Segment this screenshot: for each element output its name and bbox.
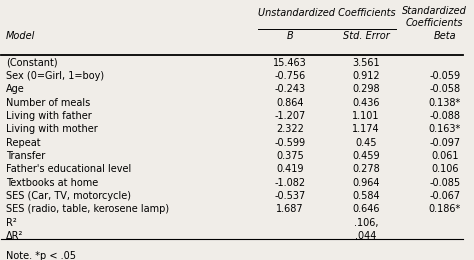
Text: -0.537: -0.537 — [274, 191, 306, 201]
Text: 0.912: 0.912 — [352, 71, 380, 81]
Text: 0.138*: 0.138* — [428, 98, 461, 108]
Text: .106,: .106, — [354, 218, 378, 228]
Text: Textbooks at home: Textbooks at home — [6, 178, 98, 188]
Text: .044: .044 — [356, 231, 377, 241]
Text: 0.375: 0.375 — [276, 151, 304, 161]
Text: -1.082: -1.082 — [274, 178, 306, 188]
Text: -1.207: -1.207 — [274, 111, 306, 121]
Text: 0.964: 0.964 — [352, 178, 380, 188]
Text: -0.243: -0.243 — [274, 84, 306, 94]
Text: 0.436: 0.436 — [352, 98, 380, 108]
Text: (Constant): (Constant) — [6, 58, 58, 68]
Text: -0.067: -0.067 — [429, 191, 460, 201]
Text: Unstandardized Coefficients: Unstandardized Coefficients — [258, 8, 396, 18]
Text: Standardized
Coefficients: Standardized Coefficients — [402, 6, 467, 28]
Text: Living with father: Living with father — [6, 111, 92, 121]
Text: SES (Car, TV, motorcycle): SES (Car, TV, motorcycle) — [6, 191, 131, 201]
Text: 2.322: 2.322 — [276, 124, 304, 134]
Text: 0.419: 0.419 — [276, 164, 304, 174]
Text: Age: Age — [6, 84, 25, 94]
Text: Std. Error: Std. Error — [343, 31, 390, 41]
Text: 0.864: 0.864 — [276, 98, 304, 108]
Text: 0.186*: 0.186* — [428, 204, 461, 214]
Text: -0.599: -0.599 — [274, 138, 306, 148]
Text: 0.646: 0.646 — [352, 204, 380, 214]
Text: Note. *p < .05: Note. *p < .05 — [6, 251, 76, 260]
Text: 0.061: 0.061 — [431, 151, 458, 161]
Text: Father's educational level: Father's educational level — [6, 164, 131, 174]
Text: Sex (0=Girl, 1=boy): Sex (0=Girl, 1=boy) — [6, 71, 104, 81]
Text: Number of meals: Number of meals — [6, 98, 90, 108]
Text: -0.088: -0.088 — [429, 111, 460, 121]
Text: ΔR²: ΔR² — [6, 231, 23, 241]
Text: Repeat: Repeat — [6, 138, 41, 148]
Text: Beta: Beta — [433, 31, 456, 41]
Text: 0.106: 0.106 — [431, 164, 458, 174]
Text: 3.561: 3.561 — [352, 58, 380, 68]
Text: 0.45: 0.45 — [356, 138, 377, 148]
Text: 1.101: 1.101 — [352, 111, 380, 121]
Text: -0.058: -0.058 — [429, 84, 460, 94]
Text: -0.756: -0.756 — [274, 71, 306, 81]
Text: R²: R² — [6, 218, 17, 228]
Text: Model: Model — [6, 31, 36, 41]
Text: B: B — [287, 31, 293, 41]
Text: 1.174: 1.174 — [352, 124, 380, 134]
Text: -0.085: -0.085 — [429, 178, 460, 188]
Text: -0.059: -0.059 — [429, 71, 460, 81]
Text: 0.163*: 0.163* — [428, 124, 461, 134]
Text: 0.278: 0.278 — [352, 164, 380, 174]
Text: SES (radio, table, kerosene lamp): SES (radio, table, kerosene lamp) — [6, 204, 169, 214]
Text: 15.463: 15.463 — [273, 58, 307, 68]
Text: 0.584: 0.584 — [352, 191, 380, 201]
Text: Living with mother: Living with mother — [6, 124, 98, 134]
Text: -0.097: -0.097 — [429, 138, 460, 148]
Text: 0.298: 0.298 — [352, 84, 380, 94]
Text: 0.459: 0.459 — [352, 151, 380, 161]
Text: Transfer: Transfer — [6, 151, 45, 161]
Text: 1.687: 1.687 — [276, 204, 304, 214]
